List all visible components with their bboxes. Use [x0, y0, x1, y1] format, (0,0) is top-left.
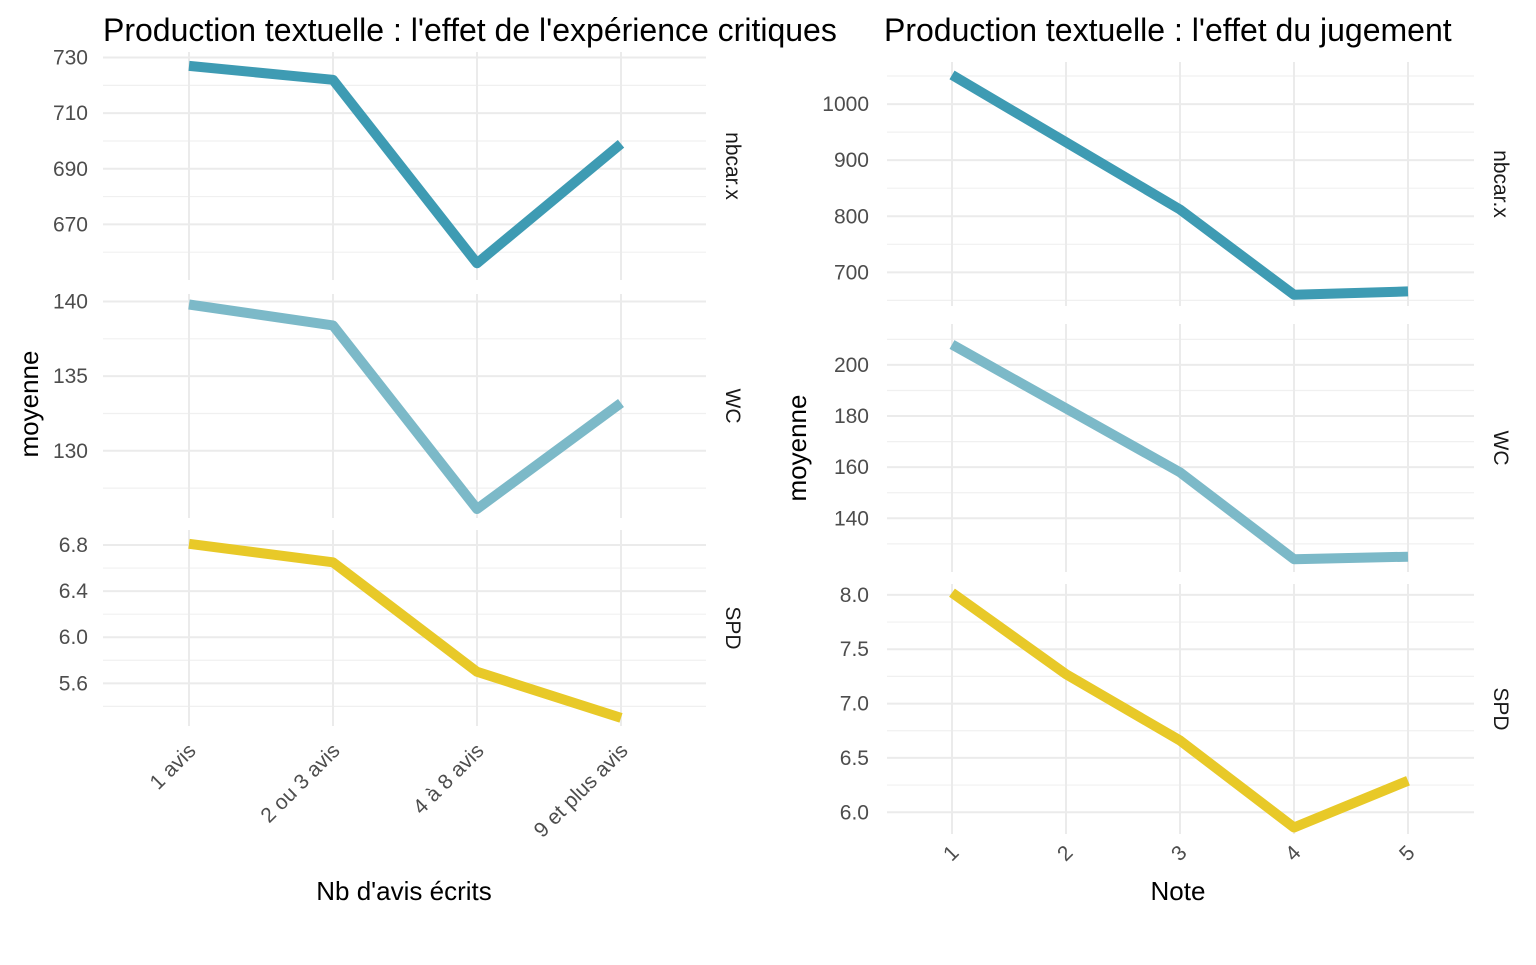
x-axis-title: Note [1151, 876, 1206, 906]
data-point [329, 321, 337, 329]
y-axis-title: moyenne [782, 395, 812, 502]
data-point [1176, 737, 1184, 745]
data-point [1290, 824, 1298, 832]
y-tick-label: 130 [53, 440, 88, 463]
data-point [1404, 287, 1412, 295]
x-axis-title: Nb d'avis écrits [316, 876, 491, 906]
data-point [473, 668, 481, 676]
data-point [617, 714, 625, 722]
x-tick-label: 2 [1053, 841, 1078, 866]
x-tick-label: 1 avis [145, 739, 200, 794]
y-tick-label: 710 [53, 102, 88, 125]
series-line [188, 60, 625, 269]
y-tick-label: 6.0 [840, 801, 869, 824]
data-point [329, 76, 337, 84]
data-point [185, 301, 193, 309]
y-tick-label: 730 [53, 47, 88, 70]
y-tick-label: 900 [834, 149, 869, 172]
facet-strip-label: WC [1489, 431, 1512, 466]
y-tick-label: 6.0 [59, 626, 88, 649]
y-tick-label: 5.6 [59, 672, 88, 695]
y-tick-label: 800 [834, 205, 869, 228]
y-tick-label: 700 [834, 261, 869, 284]
y-tick-label: 6.8 [59, 534, 88, 557]
y-tick-label: 690 [53, 158, 88, 181]
data-point [1404, 777, 1412, 785]
x-tick-label: 1 [939, 841, 964, 866]
series-line [188, 538, 623, 723]
chart-title: Production textuelle : l'effet du jugeme… [884, 12, 1452, 48]
facet-strip-label: nbcar.x [721, 132, 744, 200]
data-point [185, 540, 193, 548]
facet-strip-label: WC [721, 389, 744, 424]
x-tick-label: 5 [1395, 841, 1420, 866]
data-point [948, 71, 956, 79]
data-point [1062, 404, 1070, 412]
facet-strip-label: SPD [1489, 687, 1512, 730]
x-tick-label: 9 et plus avis [530, 739, 633, 842]
y-tick-label: 140 [53, 290, 88, 313]
x-tick-label: 4 [1281, 841, 1306, 866]
data-point [617, 140, 625, 148]
y-tick-label: 7.5 [840, 638, 869, 661]
y-tick-label: 180 [834, 405, 869, 428]
data-point [473, 505, 481, 513]
chart-title: Production textuelle : l'effet de l'expé… [103, 12, 837, 48]
facet-strip-label: SPD [721, 606, 744, 649]
data-point [329, 558, 337, 566]
y-tick-label: 7.0 [840, 693, 869, 716]
y-tick-label: 1000 [822, 93, 869, 116]
data-point [1176, 468, 1184, 476]
y-tick-label: 8.0 [840, 584, 869, 607]
y-tick-label: 200 [834, 354, 869, 377]
series-line [188, 299, 624, 514]
y-tick-label: 160 [834, 456, 869, 479]
data-point [473, 259, 481, 267]
data-point [1176, 206, 1184, 214]
y-tick-label: 6.4 [59, 580, 89, 603]
data-point [185, 62, 193, 70]
x-tick-label: 4 à 8 avis [409, 739, 489, 819]
data-point [1404, 553, 1412, 561]
y-axis-title: moyenne [14, 351, 44, 458]
data-point [948, 589, 956, 597]
facet-strip-label: nbcar.x [1489, 150, 1512, 218]
data-point [1062, 138, 1070, 146]
x-tick-label: 2 ou 3 avis [256, 739, 344, 827]
series-line [949, 588, 1410, 833]
series-line [949, 70, 1409, 300]
y-tick-label: 6.5 [840, 747, 869, 770]
data-point [1290, 555, 1298, 563]
data-point [617, 399, 625, 407]
data-point [948, 341, 956, 349]
y-tick-label: 135 [53, 365, 88, 388]
data-point [1062, 670, 1070, 678]
x-tick-label: 3 [1167, 841, 1192, 866]
data-point [1290, 291, 1298, 299]
series-line [949, 340, 1409, 565]
y-tick-label: 670 [53, 213, 88, 236]
y-tick-label: 140 [834, 507, 869, 530]
